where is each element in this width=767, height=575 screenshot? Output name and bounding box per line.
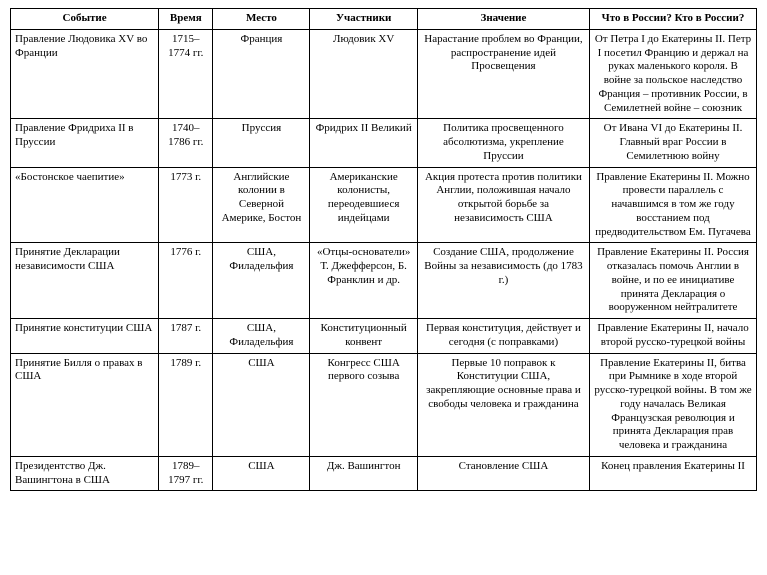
cell-place: США, Филадельфия xyxy=(213,319,310,354)
table-header: Событие Время Место Участники Значение Ч… xyxy=(11,9,757,30)
cell-event: Правление Людовика XV во Франции xyxy=(11,29,159,119)
cell-event: Принятие Билля о правах в США xyxy=(11,353,159,456)
cell-participants: Фридрих II Великий xyxy=(310,119,417,167)
table-row: «Бостонское чаепитие» 1773 г. Английские… xyxy=(11,167,757,243)
cell-event: Принятие Декларации независимости США xyxy=(11,243,159,319)
cell-significance: Политика просвещенного абсолютизма, укре… xyxy=(417,119,589,167)
cell-russia: Правление Екатерины II, начало второй ру… xyxy=(590,319,757,354)
cell-time: 1789–1797 гг. xyxy=(159,456,213,491)
cell-participants: Американские колонисты, переодевшиеся ин… xyxy=(310,167,417,243)
cell-time: 1773 г. xyxy=(159,167,213,243)
cell-russia: От Ивана VI до Екатерины II. Главный вра… xyxy=(590,119,757,167)
col-header-place: Место xyxy=(213,9,310,30)
col-header-event: Событие xyxy=(11,9,159,30)
cell-participants: Людовик XV xyxy=(310,29,417,119)
cell-place: США xyxy=(213,353,310,456)
col-header-significance: Значение xyxy=(417,9,589,30)
cell-time: 1776 г. xyxy=(159,243,213,319)
cell-russia: Правление Екатерины II, битва при Рымник… xyxy=(590,353,757,456)
cell-significance: Нарастание проблем во Франции, распростр… xyxy=(417,29,589,119)
col-header-time: Время xyxy=(159,9,213,30)
table-row: Президентство Дж. Вашингтона в США 1789–… xyxy=(11,456,757,491)
cell-participants: «Отцы-основатели» Т. Джефферсон, Б. Фран… xyxy=(310,243,417,319)
cell-time: 1715–1774 гг. xyxy=(159,29,213,119)
table-row: Принятие Билля о правах в США 1789 г. СШ… xyxy=(11,353,757,456)
page: Событие Время Место Участники Значение Ч… xyxy=(0,0,767,499)
cell-time: 1740–1786 гг. xyxy=(159,119,213,167)
cell-significance: Создание США, продолжение Войны за незав… xyxy=(417,243,589,319)
cell-russia: Правление Екатерины II. Можно провести п… xyxy=(590,167,757,243)
cell-significance: Становление США xyxy=(417,456,589,491)
cell-place: США xyxy=(213,456,310,491)
col-header-participants: Участники xyxy=(310,9,417,30)
col-header-russia: Что в России? Кто в России? xyxy=(590,9,757,30)
cell-place: Английские колонии в Северной Америке, Б… xyxy=(213,167,310,243)
cell-place: Пруссия xyxy=(213,119,310,167)
cell-time: 1787 г. xyxy=(159,319,213,354)
cell-significance: Акция протеста против политики Англии, п… xyxy=(417,167,589,243)
table-row: Принятие Декларации независимости США 17… xyxy=(11,243,757,319)
cell-significance: Первая конституция, действует и сегодня … xyxy=(417,319,589,354)
table-row: Правление Фридриха II в Пруссии 1740–178… xyxy=(11,119,757,167)
cell-significance: Первые 10 поправок к Конституции США, за… xyxy=(417,353,589,456)
cell-event: «Бостонское чаепитие» xyxy=(11,167,159,243)
cell-time: 1789 г. xyxy=(159,353,213,456)
cell-place: США, Филадельфия xyxy=(213,243,310,319)
cell-place: Франция xyxy=(213,29,310,119)
cell-russia: Конец правления Екатерины II xyxy=(590,456,757,491)
history-table: Событие Время Место Участники Значение Ч… xyxy=(10,8,757,491)
table-body: Правление Людовика XV во Франции 1715–17… xyxy=(11,29,757,491)
table-row: Правление Людовика XV во Франции 1715–17… xyxy=(11,29,757,119)
cell-event: Принятие конституции США xyxy=(11,319,159,354)
cell-russia: От Петра I до Екатерины II. Петр I посет… xyxy=(590,29,757,119)
cell-participants: Конституционный конвент xyxy=(310,319,417,354)
table-row: Принятие конституции США 1787 г. США, Фи… xyxy=(11,319,757,354)
cell-participants: Конгресс США первого созыва xyxy=(310,353,417,456)
cell-russia: Правление Екатерины II. Россия отказалас… xyxy=(590,243,757,319)
cell-event: Президентство Дж. Вашингтона в США xyxy=(11,456,159,491)
table-header-row: Событие Время Место Участники Значение Ч… xyxy=(11,9,757,30)
cell-event: Правление Фридриха II в Пруссии xyxy=(11,119,159,167)
cell-participants: Дж. Вашингтон xyxy=(310,456,417,491)
